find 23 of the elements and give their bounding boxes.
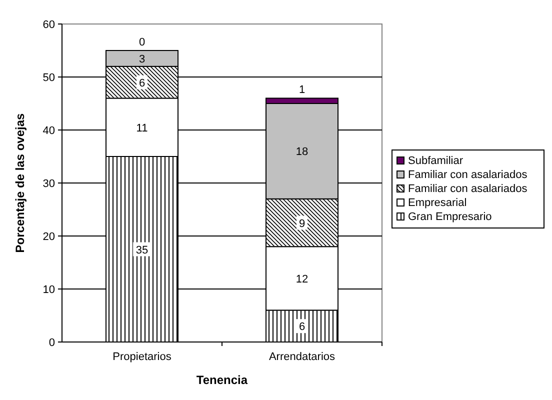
data-label: 1 [298, 84, 306, 96]
legend-label: Familiar con asalariados [408, 169, 528, 181]
data-label: 12 [296, 273, 308, 286]
x-tick-label: Arrendatarios [268, 351, 336, 363]
legend-label: Gran Empresario [408, 211, 492, 223]
data-label: 11 [136, 122, 148, 134]
data-label: 3 [138, 53, 146, 66]
y-tick-label: 50 [42, 72, 55, 84]
data-label: 0 [138, 36, 146, 48]
y-axis-title: Porcentaje de las ovejas [13, 112, 27, 253]
y-tick-label: 30 [42, 178, 55, 190]
legend-label: Familiar con asalariados [408, 183, 528, 195]
x-tick-label: Propietarios [112, 351, 172, 363]
x-axis-title: Tenencia [196, 373, 248, 387]
y-tick-label: 0 [48, 337, 55, 349]
data-label: 35 [136, 244, 148, 256]
y-tick-label: 60 [42, 19, 55, 31]
legend-label: Empresarial [408, 197, 467, 209]
legend-label: Subfamiliar [408, 155, 464, 167]
y-tick-label: 40 [42, 125, 55, 137]
y-tick-label: 20 [42, 231, 55, 243]
data-label: 18 [296, 146, 308, 158]
y-tick-label: 10 [42, 284, 55, 296]
